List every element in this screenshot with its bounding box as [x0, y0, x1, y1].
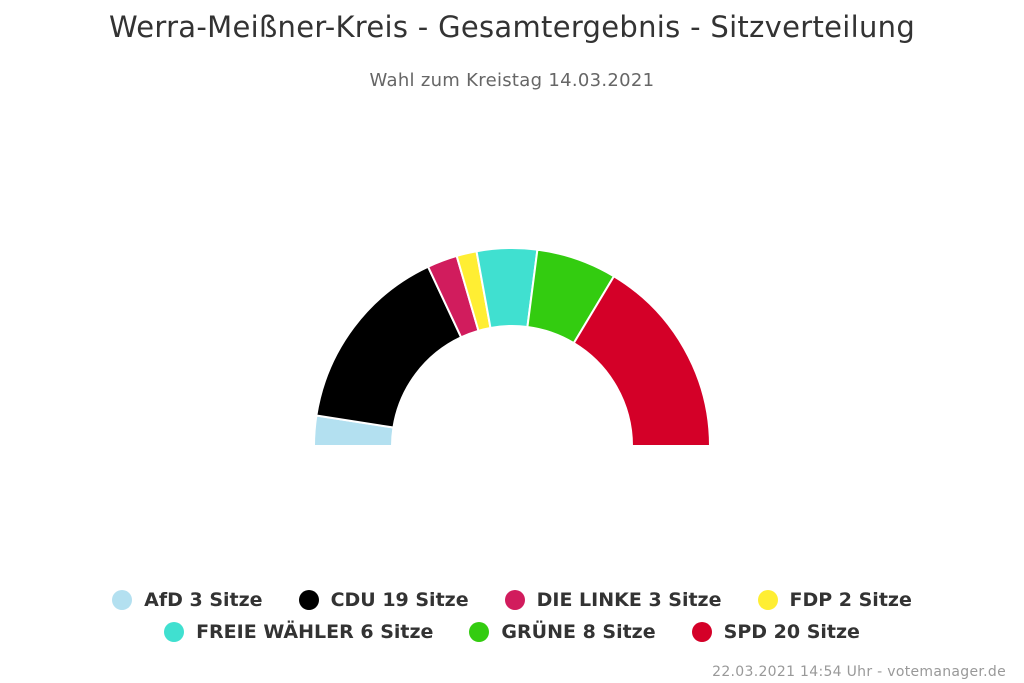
- legend-dot-cdu: [298, 590, 319, 610]
- legend-item-freie-waehler[interactable]: FREIE WÄHLER 6 Sitze: [164, 621, 433, 643]
- legend-label-freie-waehler: FREIE WÄHLER 6 Sitze: [196, 621, 434, 643]
- chart-title: Werra-Meißner-Kreis - Gesamtergebnis - S…: [108, 10, 916, 44]
- legend-dot-gruene: [469, 622, 490, 642]
- legend-dot-fdp: [757, 590, 778, 610]
- chart-subtitle: Wahl zum Kreistag 14.03.2021: [369, 70, 655, 91]
- legend-dot-die-linke: [504, 590, 525, 610]
- legend-label-spd: SPD 20 Sitze: [723, 621, 860, 643]
- legend-item-afd[interactable]: AfD 3 Sitze: [112, 589, 263, 611]
- legend-label-afd: AfD 3 Sitze: [144, 589, 263, 611]
- legend-item-spd[interactable]: SPD 20 Sitze: [691, 621, 860, 643]
- legend-dot-afd: [112, 590, 133, 610]
- legend-item-fdp[interactable]: FDP 2 Sitze: [757, 589, 912, 611]
- legend-row-1: AfD 3 Sitze CDU 19 Sitze DIE LINKE 3 Sit…: [0, 584, 1024, 616]
- legend-label-cdu: CDU 19 Sitze: [330, 589, 469, 611]
- credits-link[interactable]: 22.03.2021 14:54 Uhr - votemanager.de: [712, 664, 1006, 680]
- legend-item-cdu[interactable]: CDU 19 Sitze: [298, 589, 469, 611]
- legend-label-fdp: FDP 2 Sitze: [789, 589, 912, 611]
- legend-dot-spd: [691, 622, 712, 642]
- legend-item-gruene[interactable]: GRÜNE 8 Sitze: [469, 621, 656, 643]
- legend-dot-freie-waehler: [164, 622, 185, 642]
- legend-label-gruene: GRÜNE 8 Sitze: [501, 621, 656, 643]
- legend-label-die-linke: DIE LINKE 3 Sitze: [536, 589, 722, 611]
- legend-row-2: FREIE WÄHLER 6 Sitze GRÜNE 8 Sitze SPD 2…: [0, 616, 1024, 648]
- slice-spd[interactable]: [572, 275, 711, 447]
- legend-item-die-linke[interactable]: DIE LINKE 3 Sitze: [504, 589, 722, 611]
- legend: AfD 3 Sitze CDU 19 Sitze DIE LINKE 3 Sit…: [0, 584, 1024, 648]
- seat-slices: [313, 247, 711, 447]
